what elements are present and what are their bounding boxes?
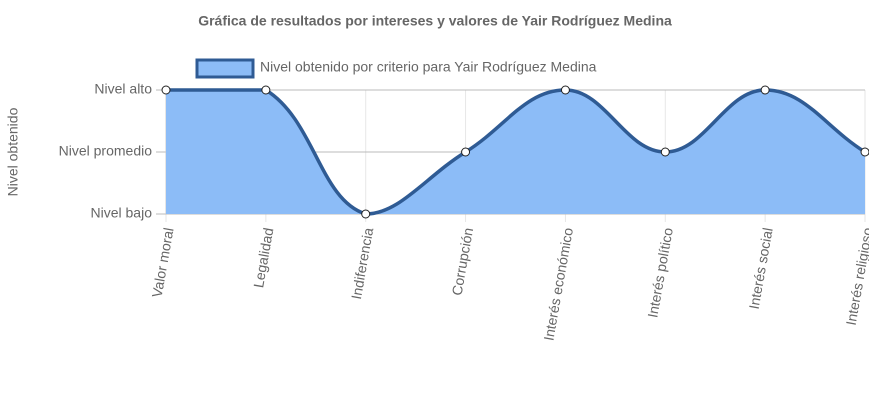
point — [560, 85, 570, 95]
legend-label: Nivel obtenido por criterio para Yair Ro… — [260, 59, 597, 75]
y-tick-label: Nivel promedio — [59, 143, 153, 159]
line — [166, 88, 866, 216]
x-tick-label: Valor moral — [149, 226, 177, 298]
x-tick-label: Legalidad — [250, 226, 276, 289]
x-tick-label: Interés religioso — [843, 226, 869, 326]
point — [760, 85, 770, 95]
legend-swatch — [195, 58, 255, 79]
x-tick-label: Indiferencia — [348, 226, 376, 300]
point — [860, 147, 869, 157]
point — [261, 85, 271, 95]
y-tick-label: Nivel bajo — [91, 205, 153, 221]
area — [166, 90, 865, 214]
x-tick-label: Interés político — [644, 226, 676, 319]
x-tick-label: Interés social — [746, 226, 776, 310]
point — [461, 147, 471, 157]
chart-title: Gráfica de resultados por intereses y va… — [198, 13, 672, 29]
y-tick-label: Nivel alto — [94, 81, 152, 97]
point — [161, 85, 171, 95]
x-tick-label: Interés económico — [540, 226, 576, 342]
x-tick-label: Corrupción — [449, 226, 477, 296]
y-axis-label: Nivel obtenido — [5, 107, 21, 196]
point — [361, 209, 371, 219]
point — [660, 147, 670, 157]
